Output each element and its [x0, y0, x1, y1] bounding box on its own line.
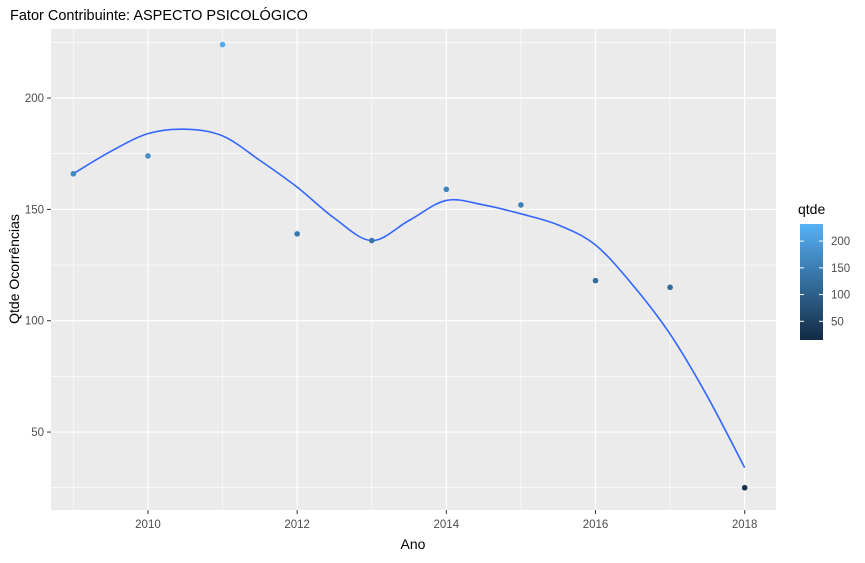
legend: qtde 50 100 150 200	[798, 201, 850, 340]
x-axis-title: Ano	[401, 536, 426, 552]
points-layer	[70, 41, 748, 491]
data-point	[667, 284, 673, 291]
data-point	[741, 484, 748, 491]
y-axis: 50 100 150 200	[25, 93, 51, 439]
chart-title: Fator Contribuinte: ASPECTO PSICOLÓGICO	[10, 7, 308, 24]
legend-tick-label: 50	[831, 316, 844, 328]
legend-title: qtde	[798, 201, 825, 217]
y-tick-label: 100	[25, 316, 44, 328]
y-tick-label: 150	[25, 204, 44, 216]
legend-tick-label: 200	[831, 236, 850, 248]
legend-colorbar	[800, 224, 823, 340]
grid-minor	[51, 29, 776, 510]
y-tick-label: 50	[31, 427, 44, 439]
x-tick-label: 2016	[583, 519, 609, 531]
x-tick-label: 2012	[284, 519, 310, 531]
x-tick-label: 2018	[732, 519, 758, 531]
legend-tick-label: 150	[831, 263, 850, 275]
data-point	[294, 231, 300, 237]
smooth-line	[72, 128, 746, 469]
x-tick-label: 2014	[434, 519, 460, 531]
plot-panel	[51, 29, 776, 510]
data-point	[368, 237, 375, 244]
data-point	[219, 41, 226, 48]
legend-tick-label: 100	[831, 290, 850, 302]
data-point	[592, 277, 599, 284]
y-axis-title: Qtde Ocorrências	[6, 214, 22, 324]
smooth-layer	[72, 128, 746, 469]
legend-ticks: 50 100 150 200	[800, 236, 850, 328]
x-tick-label: 2010	[135, 519, 161, 531]
y-tick-label: 200	[25, 93, 44, 105]
grid-major	[51, 29, 776, 510]
data-point	[443, 186, 450, 193]
data-point	[518, 202, 524, 208]
data-point	[145, 153, 151, 159]
x-axis: 2010 2012 2014 2016 2018	[135, 510, 757, 531]
data-point	[70, 170, 77, 177]
